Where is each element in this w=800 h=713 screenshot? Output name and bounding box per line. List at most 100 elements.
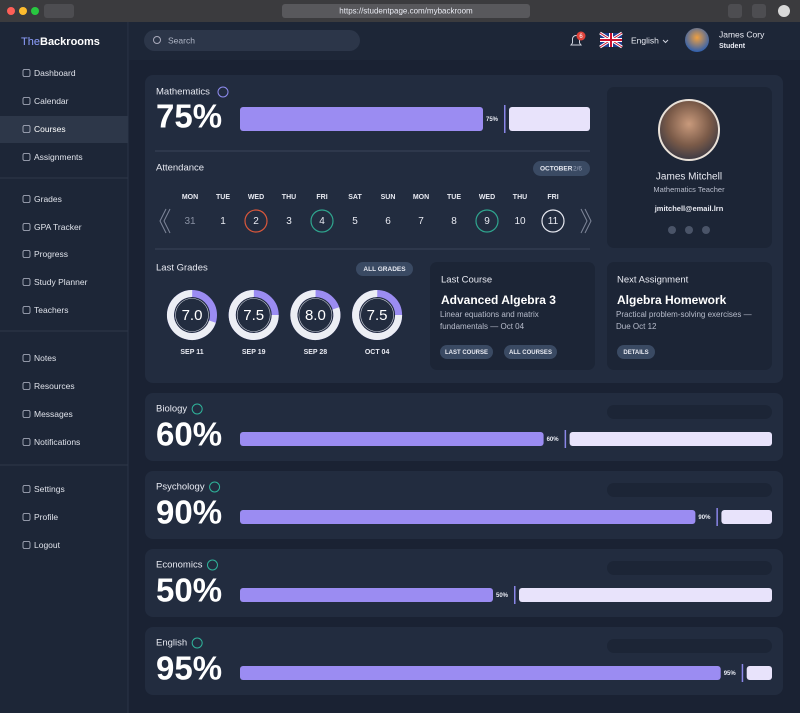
nav-icon xyxy=(22,382,31,390)
progress-divider xyxy=(514,586,516,604)
date[interactable]: 8 xyxy=(451,216,457,227)
nav-icon xyxy=(22,250,31,258)
course-panel xyxy=(145,471,783,539)
user-avatar[interactable] xyxy=(685,28,709,52)
teacher-name: James Mitchell xyxy=(656,172,722,183)
nav-item[interactable]: Study Planner xyxy=(34,277,88,287)
minimize[interactable] xyxy=(19,7,27,15)
collapse-icon[interactable] xyxy=(217,86,229,98)
maximize[interactable] xyxy=(31,7,39,15)
progress-label: 90% xyxy=(698,515,711,521)
progress-rest xyxy=(519,588,772,602)
expand-icon[interactable] xyxy=(209,481,221,493)
month: OCTOBER xyxy=(540,166,573,173)
button[interactable] xyxy=(440,345,493,359)
date[interactable]: 4 xyxy=(319,216,325,227)
nav-item[interactable]: Courses xyxy=(34,124,66,134)
date-ring xyxy=(310,209,334,233)
search-box[interactable] xyxy=(144,30,360,51)
next-assignment-card xyxy=(607,262,772,370)
card-desc: Linear equations and matrix fundamentals… xyxy=(440,310,539,331)
grade-date: SEP 19 xyxy=(242,349,266,356)
expand-icon[interactable] xyxy=(191,637,203,649)
nav-icon xyxy=(22,410,31,418)
button[interactable] xyxy=(617,345,655,359)
last-course-card xyxy=(430,262,595,370)
teacher-email: jmitchell@email.lrn xyxy=(654,204,724,213)
nav-item[interactable]: Dashboard xyxy=(34,68,76,78)
search-placeholder: Search xyxy=(168,35,195,45)
nav-item[interactable]: Teachers xyxy=(34,305,69,315)
brand-prefix: The xyxy=(21,36,40,48)
date[interactable]: 3 xyxy=(286,216,292,227)
close[interactable] xyxy=(7,7,15,15)
user-name: James Cory xyxy=(719,29,765,39)
expand-icon[interactable] xyxy=(191,403,203,415)
nav-item[interactable]: Logout xyxy=(34,540,61,550)
nav-item[interactable]: Settings xyxy=(34,484,65,494)
progress-divider xyxy=(741,664,744,682)
nav-icon xyxy=(22,125,31,133)
card-heading: Advanced Algebra 3 xyxy=(441,293,556,307)
date[interactable]: 5 xyxy=(352,216,358,227)
nav-item[interactable]: Resources xyxy=(34,381,75,391)
url-bar[interactable] xyxy=(282,4,530,18)
progress-fill xyxy=(240,510,696,524)
nav-item[interactable]: Progress xyxy=(34,249,68,259)
language[interactable]: English xyxy=(631,35,659,45)
progress-fill xyxy=(240,432,544,446)
teacher-avatar xyxy=(658,99,720,161)
date[interactable]: 7 xyxy=(418,216,424,227)
donut-core xyxy=(175,298,209,332)
date[interactable]: 9 xyxy=(484,216,490,227)
nav-item[interactable]: Assignments xyxy=(34,152,83,162)
course-percent: 90% xyxy=(156,494,222,531)
social[interactable] xyxy=(668,226,676,234)
nav-item[interactable]: Profile xyxy=(34,512,58,522)
next[interactable] xyxy=(580,208,592,234)
course-pill xyxy=(607,405,772,419)
button[interactable] xyxy=(504,345,557,359)
weekday: TUE xyxy=(447,194,461,201)
grade: 7.5 xyxy=(243,307,264,324)
nav-item[interactable]: Notes xyxy=(34,353,56,363)
expand-icon[interactable] xyxy=(206,559,218,571)
date[interactable]: 6 xyxy=(385,216,391,227)
date[interactable]: 31 xyxy=(184,216,196,227)
date[interactable]: 1 xyxy=(220,216,226,227)
download[interactable] xyxy=(778,5,790,17)
weekday: SAT xyxy=(348,194,362,201)
date-ring xyxy=(541,209,565,233)
date[interactable]: 10 xyxy=(514,216,526,227)
prev[interactable] xyxy=(159,208,171,234)
weekday: WED xyxy=(248,194,264,201)
nav-icon xyxy=(22,354,31,362)
share[interactable] xyxy=(728,4,742,18)
progress-rest xyxy=(746,666,772,680)
nav-buttons[interactable] xyxy=(44,4,74,18)
course-percent: 60% xyxy=(156,416,222,453)
nav-item[interactable]: Messages xyxy=(34,409,73,419)
donut-value xyxy=(167,290,217,340)
url: https://studentpage.com/mybackroom xyxy=(339,7,473,16)
weekday: WED xyxy=(479,194,495,201)
nav-item[interactable]: GPA Tracker xyxy=(34,222,82,232)
nav-item[interactable]: Notifications xyxy=(34,437,80,447)
date-ring xyxy=(244,209,268,233)
nav-icon xyxy=(22,195,31,203)
date[interactable]: 2 xyxy=(253,216,259,227)
date-ring xyxy=(475,209,499,233)
nav-item[interactable]: Calendar xyxy=(34,96,69,106)
weekday: FRI xyxy=(547,194,558,201)
card-title: Next Assignment xyxy=(617,275,689,286)
grade: 7.0 xyxy=(182,307,203,324)
month-pill[interactable] xyxy=(533,161,590,176)
tabs[interactable] xyxy=(752,4,766,18)
all-grades-button[interactable] xyxy=(356,262,413,276)
nav-item[interactable]: Grades xyxy=(34,194,62,204)
social[interactable] xyxy=(685,226,693,234)
date[interactable]: 11 xyxy=(548,216,559,227)
social[interactable] xyxy=(702,226,710,234)
